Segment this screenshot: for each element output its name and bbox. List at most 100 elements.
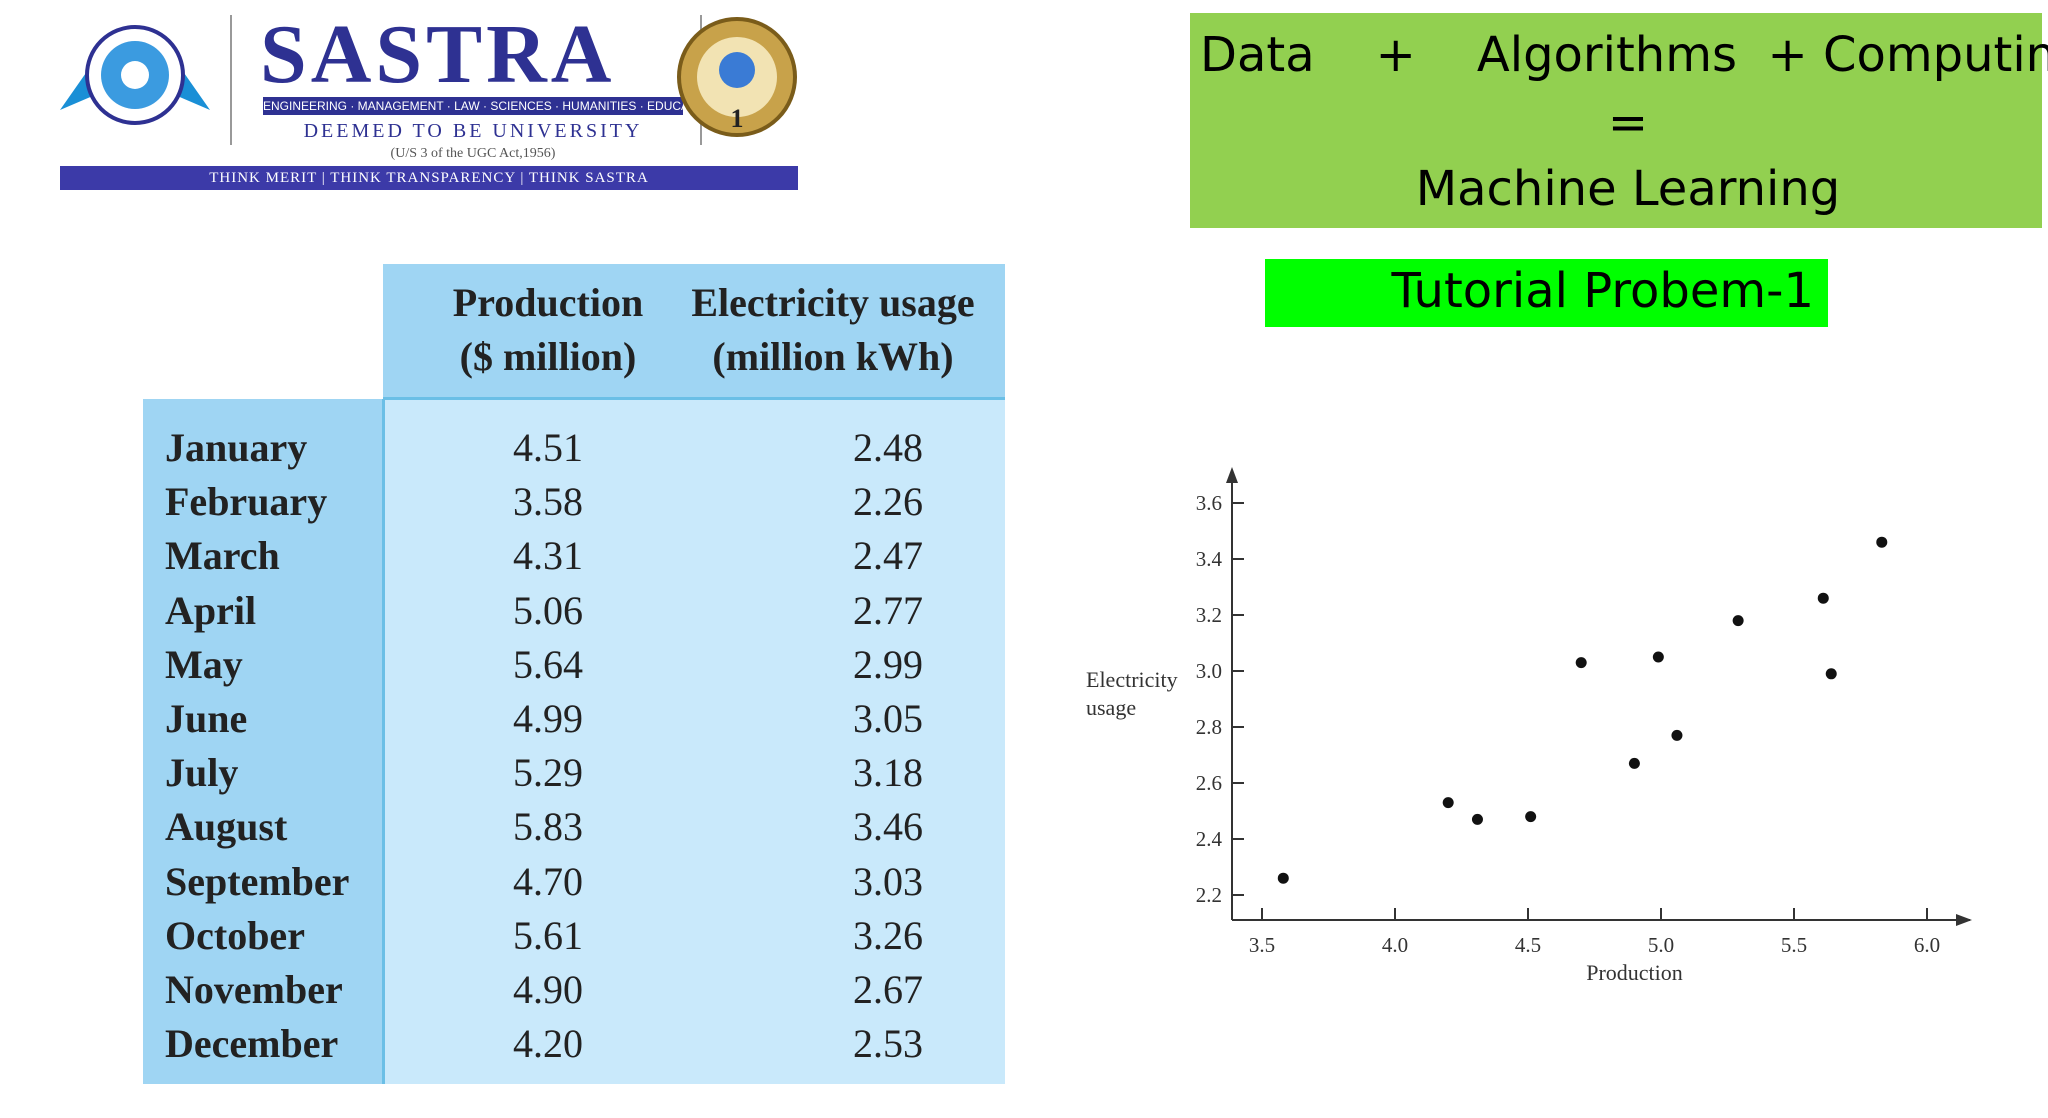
production-cell: 5.29 [513, 750, 583, 796]
table-month-column [143, 399, 383, 1084]
month-cell: July [165, 750, 239, 796]
electricity-cell: 2.77 [853, 587, 923, 633]
header-production: Production ($ million) [452, 280, 644, 379]
table-row: June 4.99 3.05 [143, 695, 1005, 749]
x-tick-label: 5.0 [1648, 933, 1674, 957]
month-cell: September [165, 858, 350, 904]
table-row: January 4.51 2.48 [143, 424, 1005, 478]
svg-text:1: 1 [731, 104, 744, 133]
data-point [1442, 797, 1454, 809]
month-cell: October [165, 912, 305, 958]
month-cell: November [165, 967, 343, 1012]
electricity-cell: 2.67 [853, 967, 923, 1012]
production-cell: 5.06 [513, 587, 583, 633]
y-tick-label: 2.6 [1196, 771, 1222, 795]
y-tick-label: 3.4 [1196, 547, 1223, 571]
electricity-cell: 3.46 [853, 804, 923, 850]
month-cell: March [165, 533, 280, 579]
tutorial-label: Tutorial Probem-1 [1391, 263, 1814, 319]
table-row: July 5.29 3.18 [143, 749, 1005, 803]
table-row: October 5.61 3.26 [143, 912, 1005, 966]
data-table: Production ($ million) Electricity usage… [143, 264, 1005, 1084]
production-cell: 5.61 [513, 912, 583, 958]
logo-deemed: DEEMED TO BE UNIVERSITY [303, 120, 643, 142]
table-value-columns [383, 399, 1005, 1084]
table-row: April 5.06 2.77 [143, 587, 1005, 641]
y-tick-label: 2.4 [1196, 827, 1223, 851]
data-point [1825, 668, 1837, 680]
y-tick-label: 3.2 [1196, 603, 1222, 627]
data-point [1277, 872, 1289, 884]
month-cell: January [165, 425, 308, 470]
table-row: March 4.31 2.47 [143, 532, 1005, 586]
tutorial-label-box: Tutorial Probem-1 [1265, 259, 1828, 327]
emblem-icon [60, 25, 210, 125]
data-point [1575, 657, 1587, 669]
x-tick-label: 6.0 [1914, 933, 1940, 957]
electricity-cell: 2.99 [853, 641, 923, 687]
production-cell: 4.90 [513, 967, 583, 1012]
y-axis-label: Electricity [1086, 667, 1178, 692]
data-points [1277, 536, 1888, 884]
equation-line-1: Data + Algorithms + Computing [1200, 27, 2048, 83]
x-tick-label: 5.5 [1781, 933, 1807, 957]
table-divider [382, 399, 385, 1084]
y-tick-label: 3.0 [1196, 659, 1222, 683]
data-point [1817, 592, 1829, 604]
production-cell: 3.58 [513, 479, 583, 525]
logo-tagline: THINK MERIT | THINK TRANSPARENCY | THINK… [60, 166, 798, 190]
y-tick-label: 3.6 [1196, 491, 1222, 515]
month-cell: June [165, 696, 248, 741]
table-row: May 5.64 2.99 [143, 641, 1005, 695]
data-point [1876, 536, 1888, 548]
production-cell: 5.83 [513, 804, 583, 850]
month-cell: May [165, 641, 243, 687]
data-point [1652, 651, 1664, 663]
x-tick-label: 4.0 [1382, 933, 1408, 957]
y-tick-label: 2.8 [1196, 715, 1222, 739]
month-cell: April [165, 587, 257, 633]
axes: 3.5 4.0 4.5 5.0 5.5 6.0 2.2 2.4 2.6 2.8 3.0 3.2 3.4 3… [1086, 467, 1972, 985]
logo-divider [230, 15, 232, 145]
x-tick-label: 3.5 [1249, 933, 1275, 957]
y-tick-label: 2.2 [1196, 883, 1222, 907]
electricity-cell: 3.18 [853, 750, 923, 796]
production-cell: 4.70 [513, 858, 583, 904]
electricity-cell: 2.48 [853, 425, 923, 470]
electricity-cell: 2.26 [853, 479, 923, 525]
equation-line-2: = [1607, 95, 1649, 151]
table-divider [383, 397, 1005, 400]
production-cell: 5.64 [513, 641, 583, 687]
nirf-seal-icon: 1 [677, 17, 797, 137]
equation-line-3: Machine Learning [1415, 161, 1841, 217]
electricity-cell: 2.47 [853, 533, 923, 579]
y-axis-label: usage [1086, 695, 1136, 720]
data-point [1471, 813, 1483, 825]
electricity-cell: 3.05 [853, 696, 923, 741]
electricity-cell: 3.03 [853, 858, 923, 904]
x-axis-arrow [1956, 914, 1972, 926]
table-row: February 3.58 2.26 [143, 478, 1005, 532]
data-point [1732, 615, 1744, 627]
x-axis-label: Production [1586, 960, 1683, 985]
data-point [1671, 729, 1683, 741]
data-point [1628, 757, 1640, 769]
y-axis-arrow [1226, 467, 1238, 483]
table-header [383, 264, 1005, 399]
x-tick-label: 4.5 [1515, 933, 1541, 957]
electricity-cell: 2.53 [853, 1021, 923, 1067]
table-row: November 4.90 2.67 [143, 966, 1005, 1020]
production-cell: 4.20 [513, 1021, 583, 1067]
sastra-logo: SASTRA ENGINEERING · MANAGEMENT · LAW · … [55, 10, 805, 190]
month-cell: August [165, 804, 288, 850]
electricity-cell: 3.26 [853, 912, 923, 958]
data-point [1525, 811, 1537, 823]
logo-wordmark: SASTRA [260, 8, 616, 101]
production-cell: 4.31 [513, 533, 583, 579]
equation-box: Data + Algorithms + Computing = Machine … [1190, 13, 2048, 228]
table-row: September 4.70 3.03 [143, 858, 1005, 912]
month-cell: December [165, 1021, 339, 1067]
production-cell: 4.99 [513, 696, 583, 741]
table-row: August 5.83 3.46 [143, 803, 1005, 857]
logo-act: (U/S 3 of the UGC Act,1956) [390, 146, 556, 161]
